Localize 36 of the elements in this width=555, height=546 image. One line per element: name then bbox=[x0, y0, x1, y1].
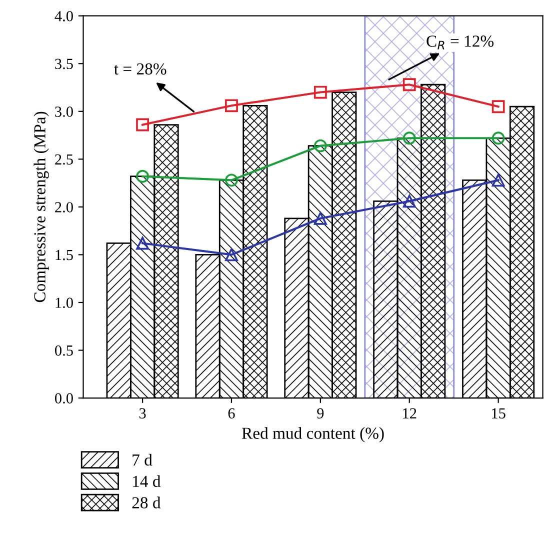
point bbox=[402, 194, 416, 208]
point bbox=[492, 174, 505, 187]
point bbox=[492, 100, 505, 114]
annotation: C$_{R}$ = 12% bbox=[426, 36, 494, 50]
y-tick-label: 2.0 bbox=[55, 202, 73, 212]
point bbox=[225, 99, 238, 112]
point bbox=[136, 118, 150, 132]
point bbox=[225, 174, 238, 187]
x-tick-label: 6 bbox=[228, 408, 235, 419]
y-tick-label: 3.0 bbox=[55, 106, 73, 117]
x-tick-label: 15 bbox=[492, 408, 506, 419]
x-tick-label: 12 bbox=[403, 408, 416, 418]
point bbox=[136, 170, 150, 183]
point bbox=[314, 212, 327, 225]
x-axis-title: Red mud content (%) bbox=[242, 427, 384, 442]
point bbox=[136, 236, 150, 250]
point bbox=[402, 132, 416, 145]
annotation: t = 28% bbox=[114, 63, 166, 75]
y-tick-label: 4.0 bbox=[54, 10, 73, 22]
y-tick-label: 1.5 bbox=[56, 250, 73, 260]
y-tick-label: 1.0 bbox=[56, 298, 73, 308]
point bbox=[314, 139, 327, 152]
legend-label: 28 d bbox=[132, 496, 161, 508]
y-tick-label: 0.0 bbox=[55, 393, 73, 404]
y-axis-title: Compressive strength (MPa) bbox=[34, 112, 49, 302]
y-tick-label: 3.5 bbox=[55, 58, 73, 70]
point bbox=[314, 86, 327, 99]
point bbox=[402, 78, 416, 92]
legend-label: 14 d bbox=[133, 475, 161, 488]
x-tick-label: 9 bbox=[317, 408, 324, 419]
x-tick-label: 3 bbox=[139, 408, 146, 419]
point bbox=[492, 132, 505, 145]
legend-label: 7 d bbox=[132, 454, 152, 466]
y-tick-label: 2.5 bbox=[55, 154, 73, 165]
point bbox=[225, 248, 238, 262]
y-tick-label: 0.5 bbox=[55, 345, 73, 356]
